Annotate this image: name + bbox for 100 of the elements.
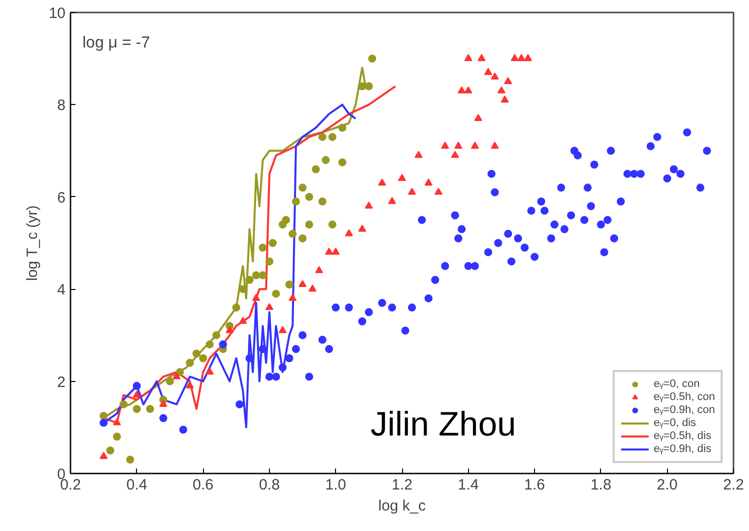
point xyxy=(212,331,220,340)
legend-label: eᵧ=0.9h, con xyxy=(654,404,715,416)
point xyxy=(388,196,396,204)
point xyxy=(500,96,509,103)
point xyxy=(478,54,486,62)
point xyxy=(517,54,526,62)
x-axis-title: log k_c xyxy=(378,498,426,514)
point xyxy=(100,412,108,420)
point xyxy=(332,248,340,255)
x-tick-label: 1.8 xyxy=(590,476,612,494)
point xyxy=(358,82,366,90)
point xyxy=(454,142,462,149)
point xyxy=(414,150,423,158)
point xyxy=(338,124,346,132)
legend-label: eᵧ=0.5h, con xyxy=(654,391,715,403)
point xyxy=(441,142,450,149)
point xyxy=(298,234,307,242)
x-tick-label: 2.0 xyxy=(656,476,678,494)
point xyxy=(424,178,433,186)
point xyxy=(298,184,307,192)
annotation: log μ = -7 xyxy=(82,34,150,52)
point xyxy=(368,54,376,63)
point xyxy=(252,294,260,301)
point xyxy=(308,284,316,292)
point xyxy=(285,280,294,288)
y-axis-title: log T_c (yr) xyxy=(24,205,41,281)
point xyxy=(328,132,336,141)
point xyxy=(282,216,290,224)
point xyxy=(126,456,134,464)
point xyxy=(272,290,280,298)
point xyxy=(318,132,326,141)
point xyxy=(199,354,208,362)
point xyxy=(338,158,346,166)
point xyxy=(112,432,121,441)
point xyxy=(305,192,314,201)
point xyxy=(100,452,108,459)
point xyxy=(358,224,366,232)
point xyxy=(172,372,181,380)
point xyxy=(328,220,336,229)
x-tick-label: 0.8 xyxy=(258,476,280,494)
x-tick-label: 1.0 xyxy=(325,476,346,494)
point xyxy=(325,248,334,255)
point xyxy=(288,230,297,238)
point xyxy=(484,68,492,75)
point xyxy=(206,340,214,348)
point xyxy=(318,198,326,206)
point xyxy=(132,404,141,413)
point xyxy=(344,229,353,236)
point xyxy=(322,156,330,164)
point xyxy=(364,202,373,209)
legend-label: eᵧ=0.5h, dis xyxy=(654,430,712,442)
point xyxy=(451,150,460,158)
point xyxy=(378,178,386,186)
point xyxy=(186,358,194,367)
point xyxy=(408,188,416,195)
point xyxy=(315,266,324,274)
x-tick-label: 1.4 xyxy=(458,476,479,494)
point xyxy=(464,86,472,94)
point xyxy=(120,400,128,408)
point xyxy=(106,446,114,454)
point xyxy=(265,303,274,310)
point xyxy=(474,114,482,122)
point xyxy=(112,418,121,426)
point xyxy=(497,86,506,94)
y-tick-label: 6 xyxy=(57,189,66,206)
point xyxy=(490,142,499,149)
point xyxy=(146,404,154,413)
point xyxy=(312,165,320,174)
point xyxy=(464,54,472,62)
point xyxy=(166,377,174,386)
point xyxy=(192,350,200,358)
point xyxy=(258,271,267,280)
y-tick-label: 10 xyxy=(48,5,66,22)
point xyxy=(246,276,254,284)
point xyxy=(292,198,300,206)
point xyxy=(398,174,406,181)
x-tick-label: 0.6 xyxy=(192,476,214,494)
point xyxy=(252,271,260,280)
point xyxy=(265,257,274,266)
point xyxy=(510,54,519,62)
x-tick-label: 2.2 xyxy=(723,476,744,494)
point xyxy=(434,188,442,195)
x-tick-label: 1.6 xyxy=(524,476,546,494)
point xyxy=(186,381,194,388)
point xyxy=(268,239,277,247)
point xyxy=(490,72,499,80)
point xyxy=(504,77,512,84)
point xyxy=(288,294,297,301)
point xyxy=(232,304,240,312)
y-tick-label: 2 xyxy=(57,374,66,391)
x-tick-label: 1.2 xyxy=(392,476,412,494)
point xyxy=(470,142,479,149)
point xyxy=(206,368,214,375)
legend-label: eᵧ=0, con xyxy=(654,378,700,390)
y-tick-label: 8 xyxy=(57,97,66,114)
x-tick-label: 0.4 xyxy=(126,476,148,494)
point xyxy=(159,400,168,407)
point xyxy=(524,54,532,62)
point xyxy=(458,86,466,94)
point xyxy=(226,326,234,334)
